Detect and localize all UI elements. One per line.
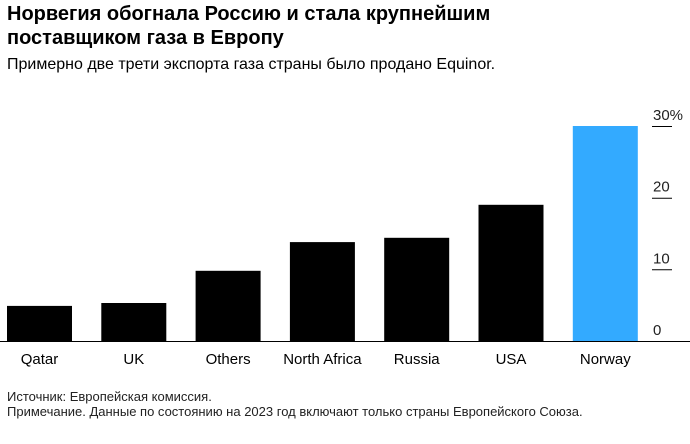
x-category-label: USA xyxy=(496,351,527,368)
bar-uk xyxy=(101,303,167,341)
y-tick-label: 0 xyxy=(653,322,661,339)
bar-qatar xyxy=(7,305,72,341)
chart-subtitle: Примерно две трети экспорта газа страны … xyxy=(7,56,496,73)
chart-title: Норвегия обогнала Россию и стала крупней… xyxy=(7,3,491,49)
bar-russia xyxy=(384,237,450,341)
bar-others xyxy=(195,270,261,341)
bar-north-africa xyxy=(289,242,355,341)
x-category-label: Others xyxy=(206,351,251,368)
source-note: Источник: Европейская комиссия. xyxy=(7,389,212,404)
y-tick-label: 10 xyxy=(653,250,670,267)
y-tick-label: 30% xyxy=(653,107,683,124)
y-axis-ticks: 0 10 20 30% xyxy=(652,107,683,339)
chart-footer: Источник: Европейская комиссия. Примечан… xyxy=(7,389,647,419)
bar-chart: 0 10 20 30% Qatar UK Others North Africa Russia… xyxy=(0,107,690,368)
x-category-label: UK xyxy=(123,351,144,368)
x-category-label: Russia xyxy=(394,351,441,368)
category-labels: Qatar UK Others North Africa Russia USA Norway xyxy=(21,351,631,368)
footnote: Примечание. Данные по состоянию на 2023 … xyxy=(7,403,583,419)
x-category-label: North Africa xyxy=(283,351,362,368)
x-category-label: Qatar xyxy=(21,351,59,368)
bar-usa xyxy=(478,204,544,341)
y-tick-label: 20 xyxy=(653,179,670,196)
x-category-label: Norway xyxy=(580,351,631,368)
bars-group xyxy=(7,126,638,341)
bar-norway xyxy=(572,126,638,341)
